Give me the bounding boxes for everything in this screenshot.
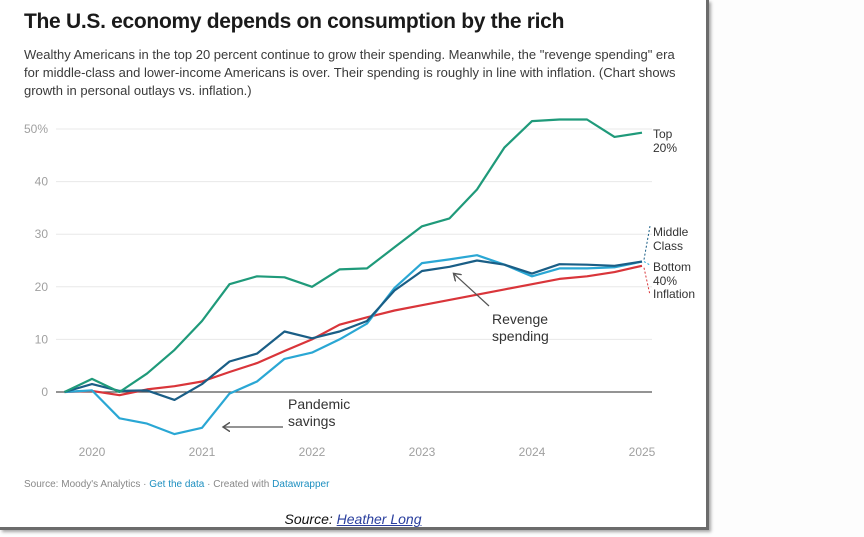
get-the-data-link[interactable]: Get the data: [149, 479, 205, 490]
y-tick-label: 50%: [24, 122, 48, 136]
source-prefix: Source:: [284, 511, 337, 527]
arrow-revenge-spending: [454, 273, 490, 307]
gridlines: [56, 128, 652, 393]
series-label-inflation: Inflation: [653, 287, 695, 301]
inflation-connector: [643, 267, 651, 296]
x-tick-label: 2025: [629, 445, 656, 459]
bottom-connector: [643, 261, 651, 266]
chart-title: The U.S. economy depends on consumption …: [24, 10, 565, 33]
footer-source: Source: Moody's Analytics ·: [24, 479, 150, 490]
line-chart: 0 10 20 30 40 50% 2020 2021 2022 2023 2024 2025 To…: [24, 118, 695, 459]
y-axis-ticks: 0 10 20 30 40 50%: [24, 122, 48, 399]
y-tick-label: 0: [41, 385, 48, 399]
series-line-top20: [64, 118, 643, 394]
datawrapper-link[interactable]: Datawrapper: [272, 479, 330, 490]
series-label-bottom40: Bottom 40%: [653, 260, 691, 288]
x-tick-label: 2021: [189, 445, 216, 459]
x-tick-label: 2023: [409, 445, 436, 459]
footer-created-with: · Created with: [204, 479, 273, 490]
x-tick-label: 2020: [79, 445, 106, 459]
y-tick-label: 10: [35, 332, 49, 346]
series-label-middle: Middle Class: [653, 225, 689, 253]
series-line-middle: [64, 259, 643, 401]
heather-long-link[interactable]: Heather Long: [336, 511, 422, 527]
series-line-bottom40: [64, 254, 643, 436]
series-line-inflation: [64, 264, 643, 397]
x-tick-label: 2024: [519, 445, 546, 459]
chart-subtitle: Wealthy Americans in the top 20 percent …: [24, 47, 676, 98]
chart-card: The U.S. economy depends on consumption …: [0, 0, 709, 530]
y-tick-label: 20: [35, 280, 49, 294]
annotation-pandemic-savings: Pandemic savings: [288, 396, 350, 429]
y-tick-label: 40: [35, 175, 49, 189]
annotations: Pandemic savings Revenge spending: [223, 273, 549, 429]
annotation-revenge-spending: Revenge spending: [492, 311, 549, 344]
series-lines: [64, 118, 643, 436]
series-labels: Top 20% Middle Class Bottom 40%Inflation: [643, 127, 695, 301]
source-line: Source: Heather Long: [0, 511, 706, 527]
y-tick-label: 30: [35, 227, 49, 241]
x-axis-ticks: 2020 2021 2022 2023 2024 2025: [79, 445, 656, 459]
middle-connector: [643, 225, 651, 260]
chart-footer: Source: Moody's Analytics · Get the data…: [24, 479, 329, 490]
series-label-top20: Top 20%: [653, 127, 677, 155]
x-tick-label: 2022: [299, 445, 326, 459]
